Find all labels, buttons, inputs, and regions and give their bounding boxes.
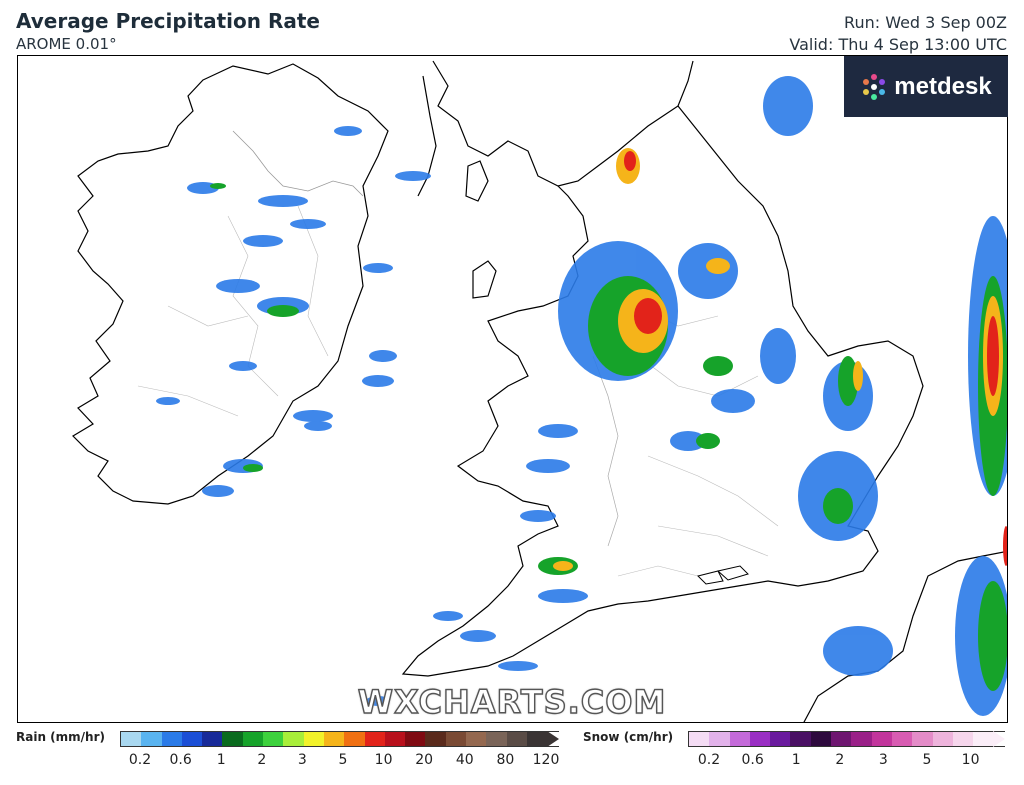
- kintyre-coastline: [417, 75, 437, 197]
- colorbar-segment: [202, 732, 223, 746]
- colorbar-segment: [770, 732, 791, 746]
- france-coastline: [803, 550, 1007, 722]
- rain-legend-label: Rain (mm/hr): [16, 730, 105, 744]
- legend-tick: 5: [922, 752, 932, 768]
- colorbar-segment: [689, 732, 710, 746]
- colorbar-segment: [932, 732, 953, 746]
- colorbar-segment: [384, 732, 406, 746]
- precip-intense: [624, 151, 1007, 566]
- colorbar-segment: [912, 732, 933, 746]
- colorbar-segment: [445, 732, 467, 746]
- colorbar-segment: [871, 732, 892, 746]
- ireland-coastline: [72, 63, 389, 505]
- channel-island: [697, 570, 724, 585]
- ni-border: [232, 130, 364, 197]
- colorbar-arrow: [547, 731, 560, 747]
- legend-tick: 3: [878, 752, 888, 768]
- colorbar-segment: [709, 732, 730, 746]
- snow-legend-label: Snow (cm/hr): [583, 730, 674, 744]
- metdesk-logo[interactable]: metdesk: [844, 56, 1008, 117]
- colorbar-segment: [891, 732, 913, 746]
- logo-text: metdesk: [894, 72, 992, 100]
- colorbar-segment: [486, 732, 507, 746]
- colorbar-segment: [831, 732, 852, 746]
- colorbar-segment: [810, 732, 832, 746]
- colorbar-segment: [506, 732, 527, 746]
- colorbar-segment: [790, 732, 811, 746]
- model-label: AROME 0.01°: [16, 35, 117, 53]
- colorbar-segment: [263, 732, 284, 746]
- arran-island: [465, 160, 489, 202]
- colorbar-segment: [973, 732, 994, 746]
- legend-tick: 0.6: [169, 752, 192, 768]
- colorbar-segment: [425, 732, 446, 746]
- colorbar-segment: [161, 732, 182, 746]
- valid-time-label: Valid: Thu 4 Sep 13:00 UTC: [789, 35, 1007, 54]
- legend-tick: 2: [835, 752, 845, 768]
- precipitation-map[interactable]: [17, 55, 1008, 723]
- colorbar-segment: [364, 732, 385, 746]
- chart-title: Average Precipitation Rate: [16, 9, 320, 33]
- colorbar-segment: [141, 732, 162, 746]
- watermark: WXCHARTS.COM: [357, 682, 667, 721]
- colorbar-segment: [952, 732, 974, 746]
- isle-of-wight: [716, 565, 749, 581]
- metdesk-flower-icon: [863, 73, 886, 100]
- legend-tick: 1: [216, 752, 226, 768]
- colorbar-segment: [323, 732, 345, 746]
- legend-tick: 20: [415, 752, 434, 768]
- scotland-coastline: [432, 60, 694, 187]
- colorbar-segment: [749, 732, 771, 746]
- colorbar-segment: [303, 732, 324, 746]
- england-county-lines: [617, 305, 779, 577]
- colorbar-segment: [405, 732, 426, 746]
- wales-border: [592, 355, 619, 547]
- colorbar-segment: [526, 732, 548, 746]
- precip-light: [156, 76, 1007, 716]
- colorbar-segment: [222, 732, 243, 746]
- legend-tick: 0.2: [128, 752, 152, 768]
- colorbar-arrow: [993, 731, 1006, 747]
- legend-tick: 10: [961, 752, 980, 768]
- legend-tick: 5: [338, 752, 348, 768]
- run-label: Run: Wed 3 Sep 00Z: [844, 13, 1007, 32]
- colorbar-segment: [242, 732, 264, 746]
- england-wales-coastline: [401, 105, 924, 677]
- snow-colorbar: [688, 731, 1006, 747]
- ireland-county-lines: [137, 205, 329, 417]
- legend-tick: 40: [455, 752, 474, 768]
- legend-tick: 0.2: [697, 752, 721, 768]
- colorbar-segment: [729, 732, 750, 746]
- colorbar-segment: [181, 732, 203, 746]
- colorbar-segment: [283, 732, 304, 746]
- colorbar-segment: [851, 732, 872, 746]
- legend-tick: 10: [374, 752, 393, 768]
- colorbar-segment: [466, 732, 487, 746]
- legend-tick: 120: [532, 752, 560, 768]
- isle-of-man: [472, 260, 497, 299]
- legend-tick: 2: [257, 752, 267, 768]
- legend-tick: 0.6: [741, 752, 764, 768]
- legend-tick: 80: [496, 752, 515, 768]
- legend-tick: 3: [297, 752, 307, 768]
- legend-tick: 1: [791, 752, 801, 768]
- colorbar-segment: [344, 732, 365, 746]
- map-canvas: [72, 60, 1007, 722]
- rain-colorbar: [120, 731, 560, 747]
- colorbar-segment: [121, 732, 142, 746]
